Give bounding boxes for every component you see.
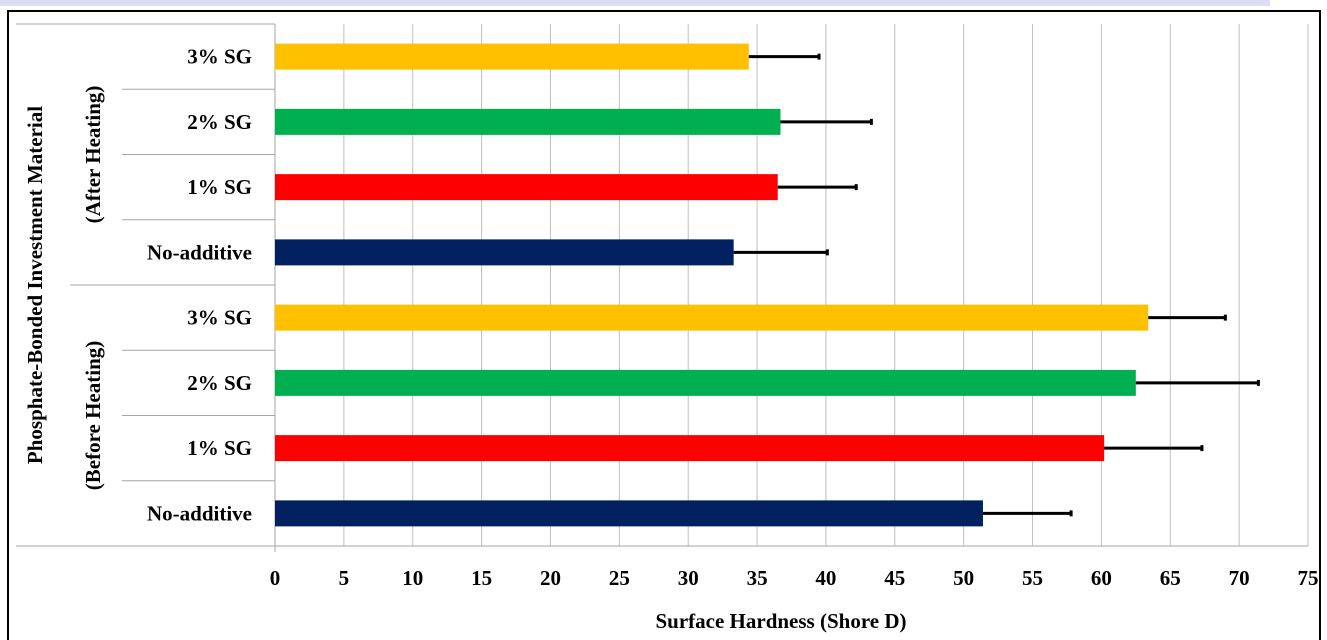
category-label: No-additive bbox=[147, 501, 252, 525]
group-label: (Before Heating) bbox=[81, 341, 105, 490]
bar bbox=[275, 435, 1105, 462]
x-tick-label: 65 bbox=[1160, 566, 1181, 590]
category-label: No-additive bbox=[147, 240, 252, 264]
bar bbox=[275, 108, 781, 135]
x-tick-label: 40 bbox=[815, 566, 836, 590]
x-tick-label: 0 bbox=[270, 566, 281, 590]
error-bars bbox=[733, 53, 1260, 517]
bar bbox=[275, 500, 983, 527]
bars bbox=[275, 43, 1149, 527]
x-axis-title: Surface Hardness (Shore D) bbox=[655, 609, 906, 633]
category-label: 2% SG bbox=[187, 110, 252, 134]
x-tick-label: 35 bbox=[747, 566, 768, 590]
x-tick-label: 25 bbox=[609, 566, 630, 590]
bar bbox=[275, 369, 1136, 396]
bar bbox=[275, 304, 1149, 331]
category-label: 3% SG bbox=[187, 45, 252, 69]
x-tick-label: 15 bbox=[471, 566, 492, 590]
x-tick-label: 60 bbox=[1091, 566, 1112, 590]
group-label: (After Heating) bbox=[81, 86, 105, 224]
category-label: 1% SG bbox=[187, 175, 252, 199]
x-tick-label: 5 bbox=[339, 566, 350, 590]
category-label: 3% SG bbox=[187, 306, 252, 330]
x-tick-label: 10 bbox=[402, 566, 423, 590]
category-label: 2% SG bbox=[187, 371, 252, 395]
x-tick-label: 45 bbox=[884, 566, 905, 590]
gridlines bbox=[343, 24, 1309, 546]
chart-frame bbox=[7, 10, 1321, 640]
top-decoration-line bbox=[0, 0, 1270, 6]
y-axis-title: Phosphate-Bonded Investment Material bbox=[23, 106, 47, 464]
x-tick-label: 30 bbox=[678, 566, 699, 590]
x-tick-label: 50 bbox=[953, 566, 974, 590]
category-label: 1% SG bbox=[187, 436, 252, 460]
category-labels: No-additive 1% SG 2% SG 3% SG No-additive 1% … bbox=[81, 45, 252, 526]
x-tick-label: 75 bbox=[1298, 566, 1319, 590]
axes bbox=[16, 23, 1308, 552]
x-tick-label: 20 bbox=[540, 566, 561, 590]
x-tick-label: 55 bbox=[1022, 566, 1043, 590]
bar bbox=[275, 174, 778, 201]
x-tick-labels: 0 5 10 15 20 25 30 35 40 45 50 55 60 65 70 75 bbox=[270, 566, 1319, 590]
bar bbox=[275, 239, 734, 266]
x-tick-label: 70 bbox=[1229, 566, 1250, 590]
bar bbox=[275, 43, 749, 70]
